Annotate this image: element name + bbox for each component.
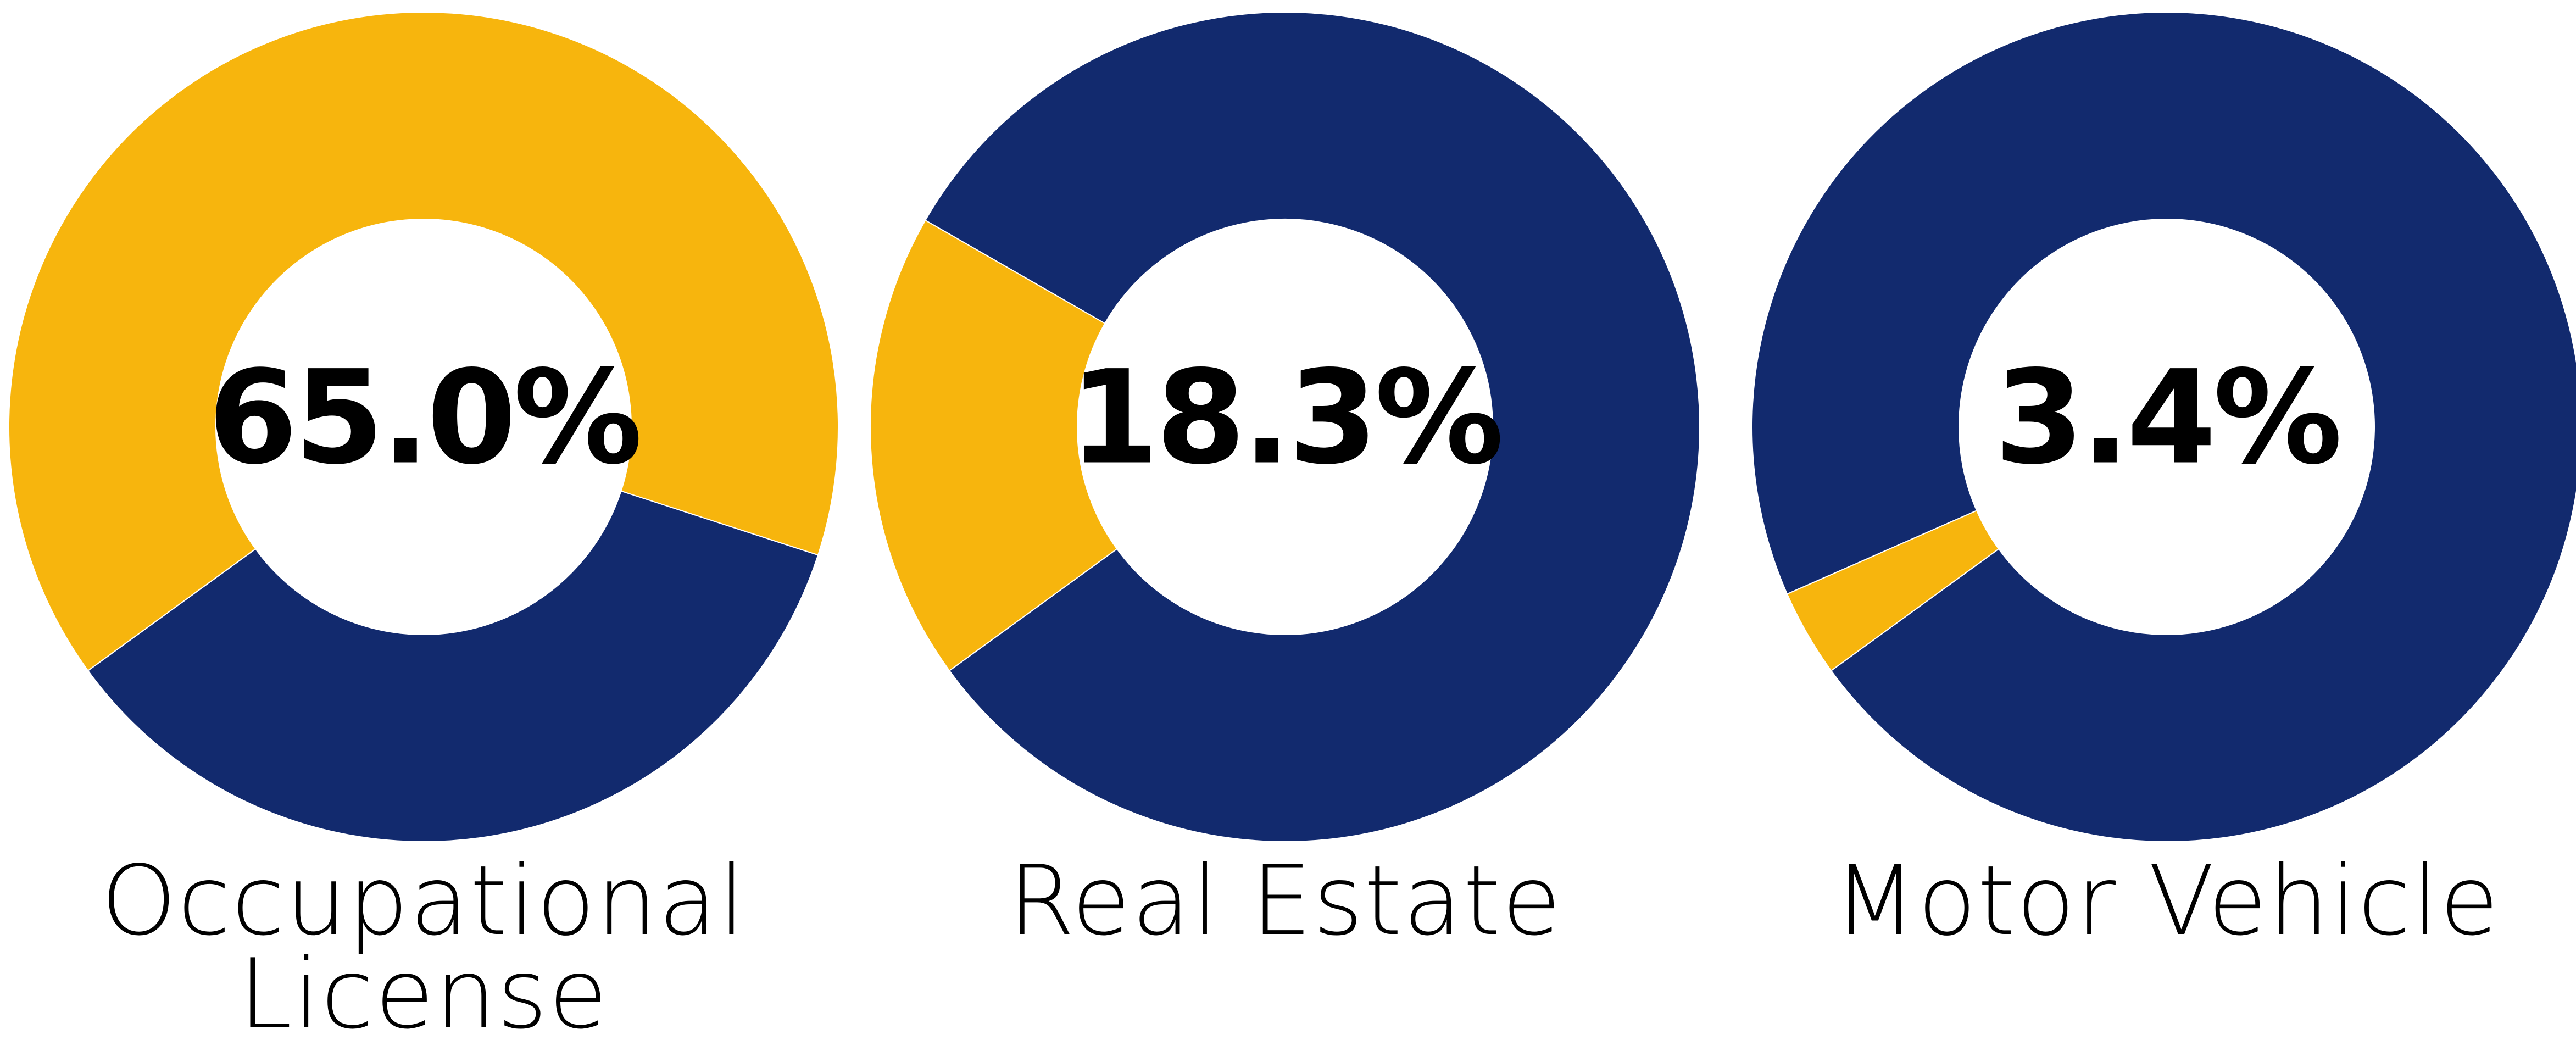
donut-chart-occupational-license: 65.0% Occupational License (8, 12, 839, 1040)
category-label-line-2: License (238, 939, 609, 1040)
remainder-slice (87, 490, 819, 842)
donut-slices (8, 12, 839, 842)
remainder-slice (924, 12, 1700, 842)
donut-chart-real-estate: 18.3% Real Estate (870, 12, 1700, 957)
remainder-slice (1751, 12, 2576, 843)
donut-slices (870, 12, 1700, 842)
highlighted-slice (8, 12, 839, 672)
percentage-label: 65.0% (208, 343, 639, 493)
donut-slices (1751, 12, 2576, 843)
highlighted-slice (870, 219, 1118, 672)
percentage-label: 18.3% (1069, 343, 1500, 493)
category-label: Real Estate (1008, 846, 1562, 957)
category-label: Motor Vehicle (1833, 846, 2500, 957)
percentage-label: 3.4% (1994, 343, 2339, 493)
donut-chart-motor-vehicle: 3.4% Motor Vehicle (1751, 12, 2576, 957)
category-label-line-1: Occupational (101, 846, 747, 957)
